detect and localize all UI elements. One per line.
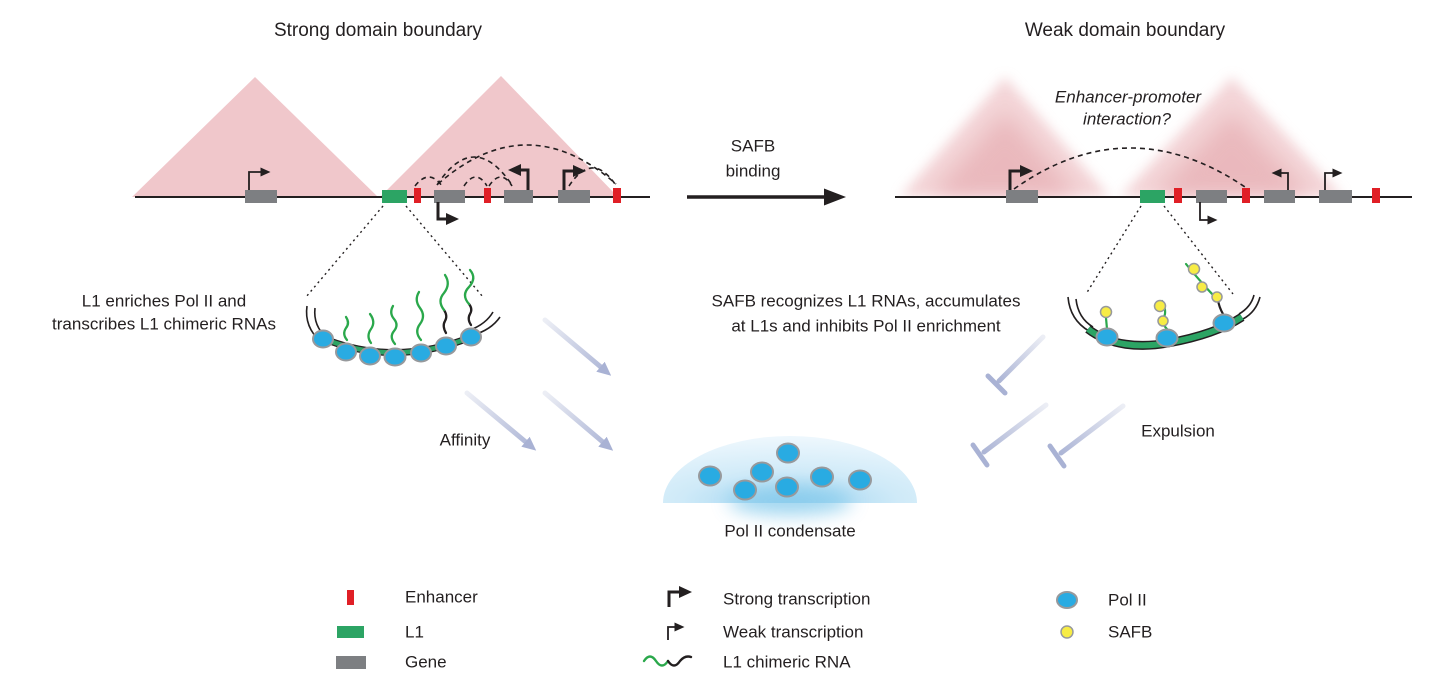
weak-transcription-arrow: [1324, 168, 1343, 190]
legend-chimeric-rna-wave: [642, 655, 693, 667]
legend-safb-swatch: [1060, 625, 1074, 639]
enhancer-box: [613, 188, 621, 203]
panel-title-strong: Strong domain boundary: [273, 20, 483, 42]
enhancer-box: [484, 188, 491, 203]
chimeric-rna-strands: [343, 268, 475, 346]
zoom-indicator-lines: [305, 205, 484, 298]
l1-box: [382, 190, 407, 203]
pol-ii-condensate: [663, 436, 917, 515]
strong-transcription-arrow: [562, 165, 586, 190]
legend-strong-arrow: [667, 586, 692, 607]
gene-box: [1196, 190, 1227, 203]
legend-l1-swatch: [337, 626, 364, 638]
panel-title-weak: Weak domain boundary: [1024, 20, 1226, 42]
weak-boundary-panel: [895, 77, 1412, 295]
ep-question-line2: interaction?: [1083, 109, 1171, 129]
l1-box: [1140, 190, 1165, 203]
legend-gene-swatch: [336, 656, 366, 669]
contact-arcs: [414, 144, 617, 187]
right-note-line1: SAFB recognizes L1 RNAs, accumulates: [711, 291, 1021, 311]
gene-box: [558, 190, 590, 203]
right-note-line2: at L1s and inhibits Pol II enrichment: [731, 316, 1001, 336]
strong-transcription-arrow: [1008, 165, 1033, 190]
l1-polii-cluster: [305, 268, 501, 367]
legend-symbols: [336, 586, 1078, 669]
affinity-label: Affinity: [439, 430, 491, 450]
affinity-arrows: [464, 317, 614, 451]
legend-enhancer-swatch: [347, 590, 354, 605]
condensate-label: Pol II condensate: [724, 521, 856, 541]
weak-transcription-arrow: [1199, 202, 1218, 225]
tad-triangle: [132, 77, 378, 197]
dna-end-flourish: [1067, 294, 1261, 332]
safb-blobs: [1099, 262, 1223, 327]
strong-boundary-panel: [132, 76, 650, 298]
weak-transcription-arrow: [248, 167, 271, 190]
left-note-line1: L1 enriches Pol II and: [81, 291, 247, 311]
enhancer-box: [1242, 188, 1250, 203]
legend-label-safb: SAFB: [1108, 622, 1153, 642]
legend-label-gene: Gene: [405, 652, 447, 672]
enhancer-box: [1372, 188, 1380, 203]
zoom-indicator-lines: [1085, 205, 1234, 295]
left-note-line2: transcribes L1 chimeric RNAs: [52, 314, 276, 334]
gene-box: [434, 190, 465, 203]
pol-ii-beads: [698, 442, 872, 501]
enhancer-box: [414, 188, 421, 203]
strong-transcription-arrow: [508, 164, 530, 190]
expulsion-inhibit-bars: [970, 334, 1126, 469]
pol-ii-beads: [312, 327, 482, 367]
tad-triangle: [380, 76, 618, 197]
legend-pol-ii-swatch: [1056, 591, 1078, 609]
pol-ii-beads: [1095, 313, 1236, 348]
weak-transcription-arrow: [1271, 168, 1289, 190]
legend-label-enhancer: Enhancer: [405, 587, 478, 607]
legend-label-strong-transcription: Strong transcription: [723, 589, 871, 609]
gene-box: [504, 190, 533, 203]
legend-label-l1: L1: [405, 622, 424, 642]
legend-label-l1-chimeric-rna: L1 chimeric RNA: [723, 652, 851, 672]
ep-question-line1: Enhancer-promoter: [1054, 87, 1202, 107]
legend-weak-arrow: [667, 622, 685, 640]
safb-binding-label-line2: binding: [725, 161, 781, 181]
gene-box: [1319, 190, 1352, 203]
enhancer-box: [1174, 188, 1182, 203]
legend-label-weak-transcription: Weak transcription: [723, 622, 864, 642]
safb-binding-label-line1: SAFB: [730, 136, 776, 156]
legend-label-pol-ii: Pol II: [1108, 590, 1147, 610]
expulsion-label: Expulsion: [1141, 421, 1215, 441]
safb-l1-cluster: [1067, 262, 1261, 350]
gene-box: [1264, 190, 1295, 203]
strong-transcription-arrow: [436, 202, 459, 225]
gene-box: [1006, 190, 1038, 203]
gene-box: [245, 190, 277, 203]
